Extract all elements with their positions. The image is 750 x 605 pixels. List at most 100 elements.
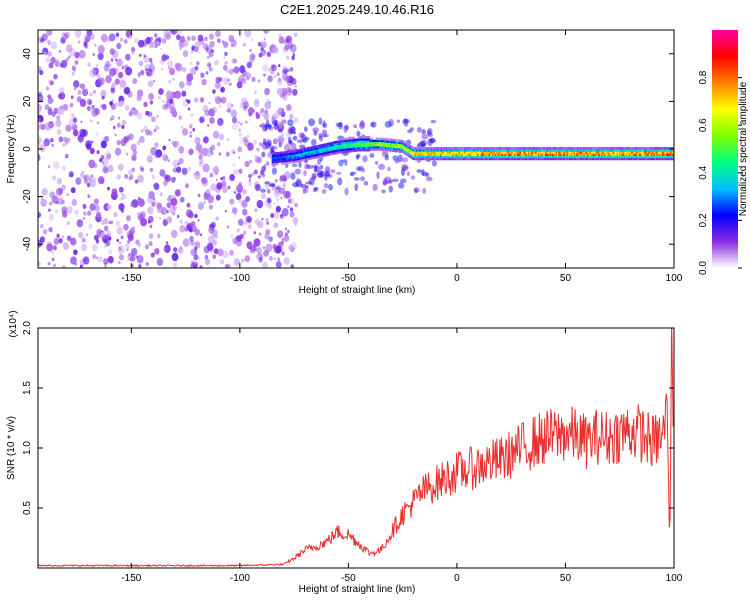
heatmap-cell — [648, 147, 651, 150]
heatmap-cell — [583, 149, 586, 152]
heatmap-cell — [641, 153, 644, 156]
heatmap-cell — [426, 151, 429, 154]
heatmap-cell — [285, 157, 288, 160]
heatmap-cell — [484, 149, 487, 152]
heatmap-cell — [493, 155, 496, 159]
heatmap-cell — [290, 142, 297, 150]
heatmap-cell — [98, 77, 105, 86]
heatmap-cell — [416, 147, 419, 150]
heatmap-cell — [139, 135, 145, 143]
heatmap-cell — [357, 138, 360, 141]
heatmap-cell — [256, 147, 260, 152]
heatmap-cell — [271, 152, 274, 155]
heatmap-cell — [306, 155, 309, 159]
heatmap-cell — [517, 157, 520, 161]
heatmap-cell — [41, 187, 48, 196]
heatmap-cell — [487, 147, 490, 150]
heatmap-cell — [272, 152, 275, 155]
heatmap-cell — [156, 114, 159, 118]
heatmap-cell — [586, 151, 589, 154]
heatmap-cell — [539, 153, 542, 156]
heatmap-cell — [381, 189, 386, 194]
heatmap-cell — [402, 140, 405, 144]
heatmap-cell — [576, 157, 579, 161]
heatmap-cell — [454, 155, 457, 159]
heatmap-cell — [324, 151, 327, 155]
heatmap-cell — [484, 151, 487, 154]
heatmap-cell — [665, 157, 668, 161]
heatmap-cell — [386, 148, 389, 152]
heatmap-cell — [103, 64, 110, 72]
heatmap-cell — [271, 120, 277, 126]
heatmap-cell — [369, 143, 372, 147]
heatmap-cell — [531, 153, 534, 156]
heatmap-cell — [189, 134, 192, 138]
heatmap-cell — [233, 258, 241, 267]
heatmap-cell — [448, 155, 451, 159]
heatmap-cell — [530, 147, 533, 150]
heatmap-cell — [486, 149, 489, 152]
heatmap-cell — [323, 183, 329, 189]
heatmap-cell — [231, 44, 233, 48]
heatmap-cell — [635, 157, 638, 161]
heatmap-cell — [639, 153, 642, 156]
heatmap-cell — [493, 147, 496, 150]
heatmap-cell — [79, 128, 86, 138]
heatmap-cell — [614, 153, 617, 156]
heatmap-cell — [533, 153, 536, 156]
heatmap-cell — [362, 136, 365, 139]
heatmap-cell — [648, 155, 651, 159]
heatmap-cell — [383, 146, 386, 149]
heatmap-cell — [291, 55, 295, 61]
heatmap-cell — [190, 113, 194, 117]
heatmap-cell — [148, 57, 153, 63]
heatmap-cell — [516, 157, 519, 161]
heatmap-cell — [566, 157, 569, 161]
heatmap-cell — [147, 111, 153, 118]
heatmap-cell — [267, 152, 272, 158]
heatmap-cell — [235, 193, 242, 201]
heatmap-cell — [194, 172, 201, 180]
heatmap-cell — [377, 143, 380, 147]
heatmap-cell — [167, 159, 170, 162]
heatmap-cell — [364, 142, 367, 145]
heatmap-cell — [638, 157, 641, 161]
heatmap-cell — [605, 155, 608, 159]
heatmap-cell — [576, 147, 579, 150]
heatmap-cell — [38, 111, 41, 116]
heatmap-cell — [198, 148, 204, 155]
heatmap-cell — [137, 72, 141, 77]
heatmap-cell — [573, 153, 576, 156]
heatmap-cell — [407, 145, 410, 149]
heatmap-cell — [287, 153, 290, 156]
heatmap-cell — [617, 153, 620, 156]
heatmap-cell — [541, 151, 544, 154]
heatmap-cell — [639, 149, 642, 152]
heatmap-cell — [475, 147, 478, 150]
heatmap-cell — [602, 157, 605, 161]
heatmap-cell — [647, 157, 650, 161]
heatmap-cell — [473, 157, 476, 161]
heatmap-cell — [242, 105, 248, 111]
heatmap-cell — [475, 155, 478, 159]
heatmap-cell — [172, 205, 178, 211]
heatmap-cell — [405, 148, 408, 152]
heatmap-cell — [172, 77, 175, 81]
heatmap-cell — [662, 147, 665, 150]
heatmap-cell — [344, 150, 347, 153]
heatmap-cell — [331, 141, 334, 145]
heatmap-cell — [555, 149, 558, 152]
heatmap-cell — [261, 122, 266, 128]
heatmap-cell — [316, 144, 319, 148]
heatmap-cell — [176, 62, 182, 70]
heatmap-cell — [602, 155, 605, 159]
heatmap-cell — [217, 248, 224, 257]
heatmap-cell — [349, 143, 352, 146]
heatmap-cell — [355, 140, 358, 144]
heatmap-cell — [224, 263, 231, 268]
heatmap-cell — [588, 147, 591, 150]
heatmap-cell — [342, 146, 345, 149]
heatmap-cell — [186, 224, 192, 231]
heatmap-cell — [481, 151, 484, 154]
heatmap-cell — [647, 147, 650, 150]
